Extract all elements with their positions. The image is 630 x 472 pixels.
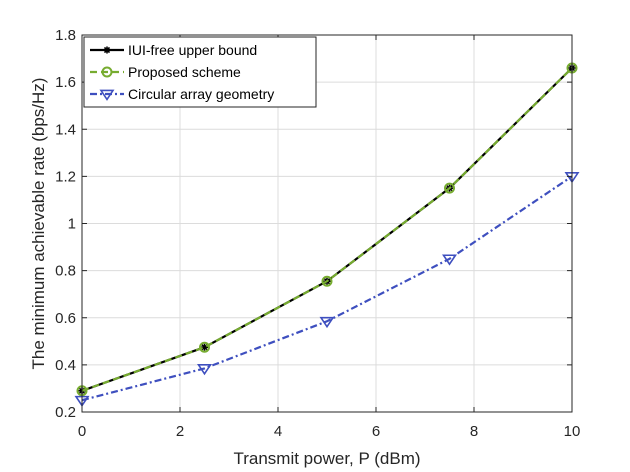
x-tick-label: 0 <box>78 423 86 440</box>
data-point-marker <box>199 341 210 353</box>
data-point-marker <box>442 254 457 266</box>
y-tick-label: 1.4 <box>55 121 76 138</box>
y-axis-label: The minimum achievable rate (bps/Hz) <box>29 78 48 370</box>
data-point-marker <box>197 364 212 376</box>
series-proposed-scheme <box>76 62 578 397</box>
y-tick-label: 1 <box>68 216 76 233</box>
data-point-marker <box>99 89 115 101</box>
x-tick-label: 8 <box>470 423 478 440</box>
x-tick-label: 2 <box>176 423 184 440</box>
legend-entry: IUI-free upper bound <box>90 42 257 58</box>
data-point-marker <box>101 66 113 78</box>
y-tick-label: 1.2 <box>55 168 76 185</box>
x-tick-label: 4 <box>274 423 282 440</box>
data-point-marker <box>319 316 335 329</box>
y-tick-label: 0.6 <box>55 310 76 327</box>
y-tick-label: 0.8 <box>55 263 76 280</box>
legend-box <box>83 36 317 108</box>
series-layer <box>74 62 580 408</box>
x-tick-label: 6 <box>372 423 380 440</box>
legend-label: IUI-free upper bound <box>128 42 257 58</box>
data-point-marker <box>444 182 455 194</box>
data-point-marker <box>103 46 111 54</box>
legend-entry: Proposed scheme <box>90 64 241 80</box>
y-tick-label: 0.4 <box>55 357 76 374</box>
series-line <box>81 67 573 392</box>
x-tick-label: 10 <box>564 423 581 440</box>
y-tick-label: 1.6 <box>55 74 76 91</box>
data-point-marker <box>321 275 333 287</box>
y-tick-label: 1.8 <box>55 27 76 44</box>
legend-entry: Circular array geometry <box>90 86 274 102</box>
y-tick-label: 0.2 <box>55 404 76 421</box>
legend-label: Circular array geometry <box>128 86 274 102</box>
series-line <box>81 175 573 402</box>
axis-ticks: 0 2 4 6 8 10 0.2 0.4 0.6 0.8 1 1.2 1.4 1.6 1.8 <box>55 27 580 440</box>
x-axis-label: Transmit power, P (dBm) <box>233 449 420 468</box>
legend-label: Proposed scheme <box>128 64 241 80</box>
legend: IUI-free upper bound Proposed scheme Circu… <box>83 36 317 108</box>
